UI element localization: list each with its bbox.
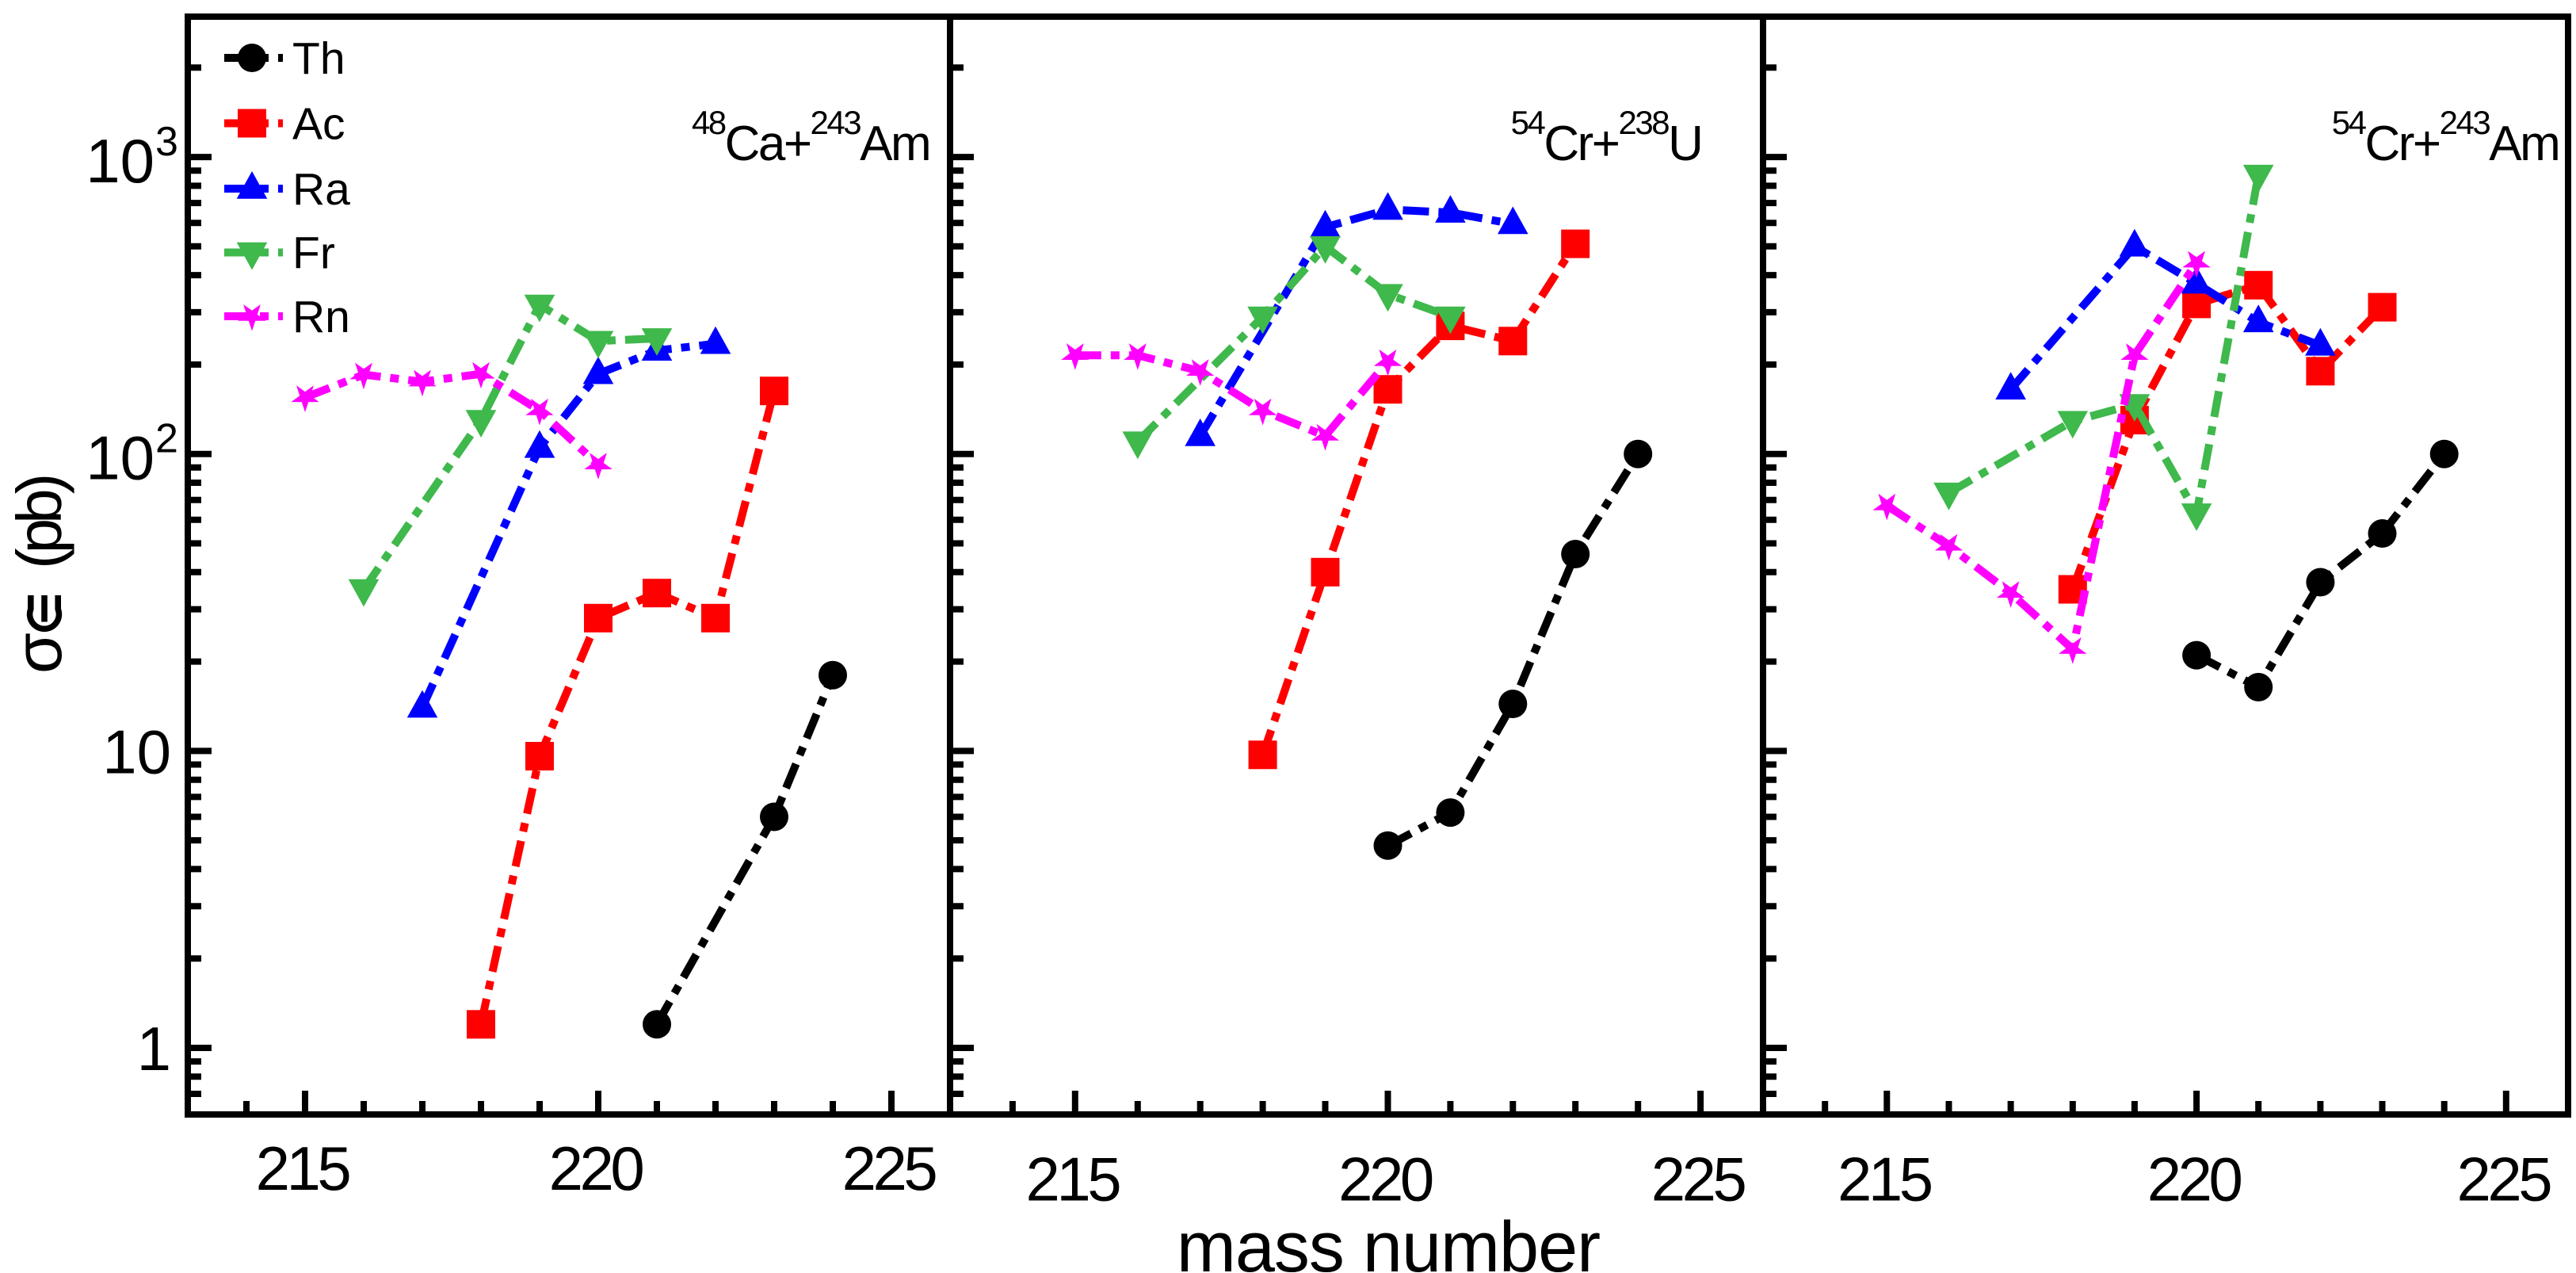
svg-text:2: 2: [155, 416, 178, 462]
svg-text:225: 225: [1651, 1145, 1746, 1214]
svg-text:Ac: Ac: [292, 99, 345, 150]
svg-text:54Cr+243Am: 54Cr+243Am: [2332, 104, 2559, 171]
svg-text:220: 220: [549, 1133, 643, 1203]
svg-text:215: 215: [1838, 1145, 1932, 1214]
svg-text:Fr: Fr: [292, 228, 335, 279]
svg-text:48Ca+243Am: 48Ca+243Am: [692, 104, 929, 171]
svg-text:σ: σ: [1, 633, 75, 674]
svg-text:54Cr+238U: 54Cr+238U: [1511, 104, 1702, 171]
svg-text:mass number: mass number: [1177, 1208, 1600, 1273]
svg-text:10: 10: [86, 126, 155, 196]
svg-text:220: 220: [1338, 1145, 1433, 1214]
svg-text:Rn: Rn: [292, 292, 350, 342]
svg-text:225: 225: [2456, 1145, 2551, 1214]
svg-text:10: 10: [86, 423, 155, 493]
svg-text:Th: Th: [292, 33, 345, 84]
svg-text:10: 10: [102, 717, 171, 786]
svg-text:(pb): (pb): [4, 476, 74, 569]
svg-text:1: 1: [137, 1014, 171, 1084]
svg-text:215: 215: [1025, 1145, 1120, 1214]
svg-text:3: 3: [155, 119, 178, 165]
svg-text:215: 215: [256, 1133, 350, 1203]
svg-text:220: 220: [2147, 1145, 2242, 1214]
svg-text:Ra: Ra: [292, 164, 350, 215]
svg-text:225: 225: [842, 1133, 937, 1203]
